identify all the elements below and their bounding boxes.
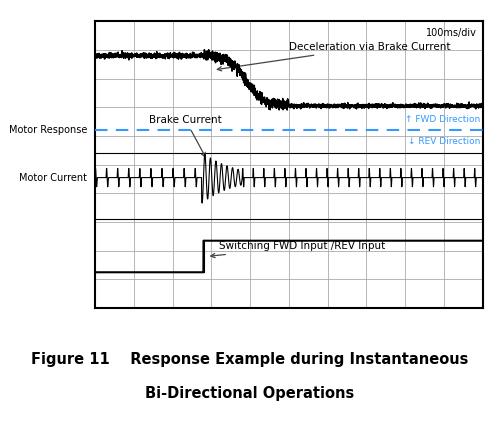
Text: ↑ FWD Direction: ↑ FWD Direction — [406, 115, 480, 124]
Text: Bi-Directional Operations: Bi-Directional Operations — [146, 385, 354, 401]
Text: Motor Response: Motor Response — [9, 125, 88, 135]
Text: Deceleration via Brake Current: Deceleration via Brake Current — [218, 42, 450, 71]
Text: Brake Current: Brake Current — [149, 115, 222, 157]
Text: 100ms/div: 100ms/div — [426, 28, 476, 38]
Text: ↓ REV Direction: ↓ REV Direction — [408, 136, 480, 146]
Text: Switching FWD Input /REV Input: Switching FWD Input /REV Input — [211, 241, 385, 258]
Text: Figure 11    Response Example during Instantaneous: Figure 11 Response Example during Instan… — [32, 351, 469, 367]
Text: Motor Current: Motor Current — [19, 173, 87, 183]
